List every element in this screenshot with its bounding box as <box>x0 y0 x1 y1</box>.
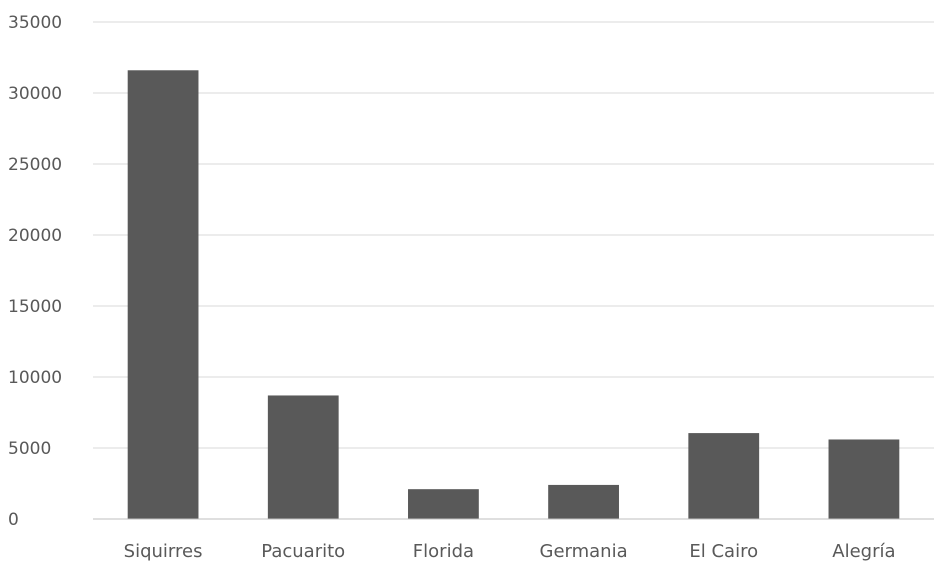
y-tick-label: 30000 <box>8 84 62 104</box>
bar-siquirres <box>127 70 199 519</box>
y-tick-label: 0 <box>8 510 19 530</box>
x-category-label: Siquirres <box>124 541 203 561</box>
x-category-label: Pacuarito <box>261 541 345 561</box>
y-axis-tick-labels: 0 5000 10000 15000 20000 25000 30000 35000 <box>8 13 62 530</box>
y-tick-label: 35000 <box>8 13 62 33</box>
bar-el-cairo <box>688 433 760 519</box>
y-tick-label: 25000 <box>8 155 62 175</box>
x-category-label: El Cairo <box>689 541 758 561</box>
bars <box>127 70 900 519</box>
y-tick-label: 10000 <box>8 368 62 388</box>
y-tick-label: 20000 <box>8 226 62 246</box>
x-axis-category-labels: Siquirres Pacuarito Florida Germania El Cair… <box>124 541 896 562</box>
bar-pacuarito <box>267 395 339 519</box>
x-category-label: Germania <box>540 541 628 561</box>
bar-florida <box>408 489 479 519</box>
y-tick-label: 5000 <box>8 439 51 459</box>
x-category-label: Florida <box>413 541 474 561</box>
gridlines <box>93 21 934 449</box>
x-category-label: Alegría <box>832 541 895 561</box>
y-tick-label: 15000 <box>8 297 62 317</box>
bar-alegr-a <box>828 439 900 519</box>
bar-germania <box>548 484 619 519</box>
